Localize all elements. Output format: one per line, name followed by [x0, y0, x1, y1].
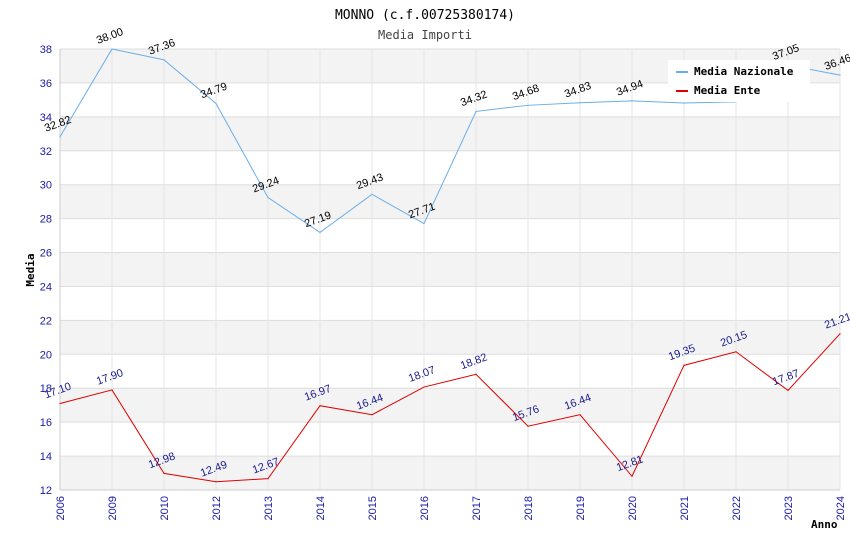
- data-point-media-nazionale: [111, 48, 113, 50]
- x-tick-label: 2019: [575, 496, 587, 520]
- data-point-media-ente: [475, 373, 477, 375]
- data-point-media-ente: [579, 414, 581, 416]
- data-point-media-nazionale: [527, 104, 529, 106]
- data-point-media-ente: [59, 402, 61, 405]
- x-tick-label: 2015: [367, 496, 379, 520]
- series-line-media-nazionale: [59, 48, 841, 233]
- data-point-media-ente: [735, 351, 737, 353]
- data-point-media-ente: [787, 389, 789, 392]
- legend-label-media-nazionale: Media Nazionale: [694, 65, 794, 78]
- x-tick-label: 2012: [211, 496, 223, 520]
- x-tick-label: 2023: [783, 496, 795, 520]
- grid-band: [60, 218, 840, 253]
- x-tick-label: 2020: [627, 496, 639, 520]
- data-point-media-ente: [683, 364, 685, 366]
- data-point-media-nazionale: [163, 59, 165, 61]
- x-axis-label: Anno: [811, 518, 838, 531]
- data-point-media-ente: [319, 405, 321, 407]
- grid-band: [60, 354, 840, 389]
- x-tick-label: 2016: [419, 496, 431, 520]
- chart-title: MONNO (c.f.00725380174): [335, 8, 515, 23]
- y-tick-label: 24: [40, 281, 52, 293]
- y-tick-label: 18: [40, 383, 52, 395]
- y-tick-label: 12: [40, 485, 52, 497]
- x-tick-label: 2024: [835, 496, 847, 520]
- grid-band: [60, 286, 840, 321]
- data-point-media-ente: [111, 389, 113, 391]
- x-tick-label: 2021: [679, 496, 691, 520]
- y-tick-label: 32: [40, 146, 52, 158]
- y-tick-label: 26: [40, 248, 52, 260]
- data-point-media-nazionale: [839, 74, 841, 76]
- data-point-media-nazionale: [371, 193, 373, 195]
- x-tick-label: 2022: [731, 496, 743, 520]
- data-point-media-ente: [527, 425, 529, 427]
- grid-band: [60, 456, 840, 490]
- y-tick-label: 30: [40, 180, 52, 192]
- legend: Media Nazionale Media Ente: [668, 60, 810, 102]
- grid-band: [60, 184, 840, 219]
- grid-band: [60, 320, 840, 355]
- x-tick-label: 2010: [159, 496, 171, 520]
- grid-band: [60, 422, 840, 457]
- data-point-media-nazionale: [267, 196, 269, 199]
- y-tick-label: 16: [40, 417, 52, 429]
- grid-bands: [60, 49, 840, 490]
- data-point-media-ente: [267, 478, 269, 480]
- data-point-media-ente: [839, 333, 841, 335]
- y-tick-label: 36: [40, 78, 52, 90]
- data-point-media-ente: [631, 475, 633, 477]
- y-tick-label: 14: [40, 451, 52, 463]
- x-tick-label: 2013: [263, 496, 275, 520]
- y-tick-label: 20: [40, 349, 52, 361]
- x-tick-labels: 2006 2009 2010 2012 2013 2014 2015 2016 2017 2018…: [55, 496, 847, 520]
- data-point-media-nazionale: [423, 222, 425, 225]
- data-point-media-nazionale: [319, 231, 321, 233]
- data-point-media-nazionale: [215, 102, 217, 105]
- data-point-media-nazionale: [579, 102, 581, 104]
- y-tick-label: 38: [40, 44, 52, 56]
- data-point-media-nazionale: [631, 100, 633, 102]
- data-point-media-ente: [163, 472, 165, 474]
- data-point-media-nazionale: [59, 136, 61, 138]
- series-group: [59, 48, 841, 483]
- y-tick-labels: 12 14 16 18 20 22 24 26 28 30 32 34 36 38: [40, 44, 52, 497]
- legend-box: [668, 60, 810, 102]
- data-point-media-nazionale: [475, 110, 477, 113]
- data-point-media-nazionale: [683, 102, 685, 104]
- chart-subtitle: Media Importi: [378, 28, 472, 42]
- y-axis-label: Media: [24, 253, 37, 286]
- y-tick-label: 28: [40, 214, 52, 226]
- data-label-media-nazionale: 38.00: [95, 26, 125, 47]
- x-tick-label: 2006: [55, 496, 67, 520]
- grid-band: [60, 252, 840, 287]
- x-tick-label: 2018: [523, 496, 535, 520]
- data-point-media-ente: [423, 386, 425, 388]
- x-tick-label: 2009: [107, 496, 119, 520]
- series-line-media-ente: [59, 333, 841, 483]
- y-tick-label: 34: [40, 112, 52, 124]
- data-point-media-ente: [215, 481, 217, 483]
- grid-band: [60, 388, 840, 423]
- x-tick-label: 2017: [471, 496, 483, 520]
- y-tick-label: 22: [40, 315, 52, 327]
- data-point-media-ente: [371, 414, 373, 416]
- grid-band: [60, 116, 840, 151]
- x-tick-label: 2014: [315, 496, 327, 520]
- legend-label-media-ente: Media Ente: [694, 84, 761, 97]
